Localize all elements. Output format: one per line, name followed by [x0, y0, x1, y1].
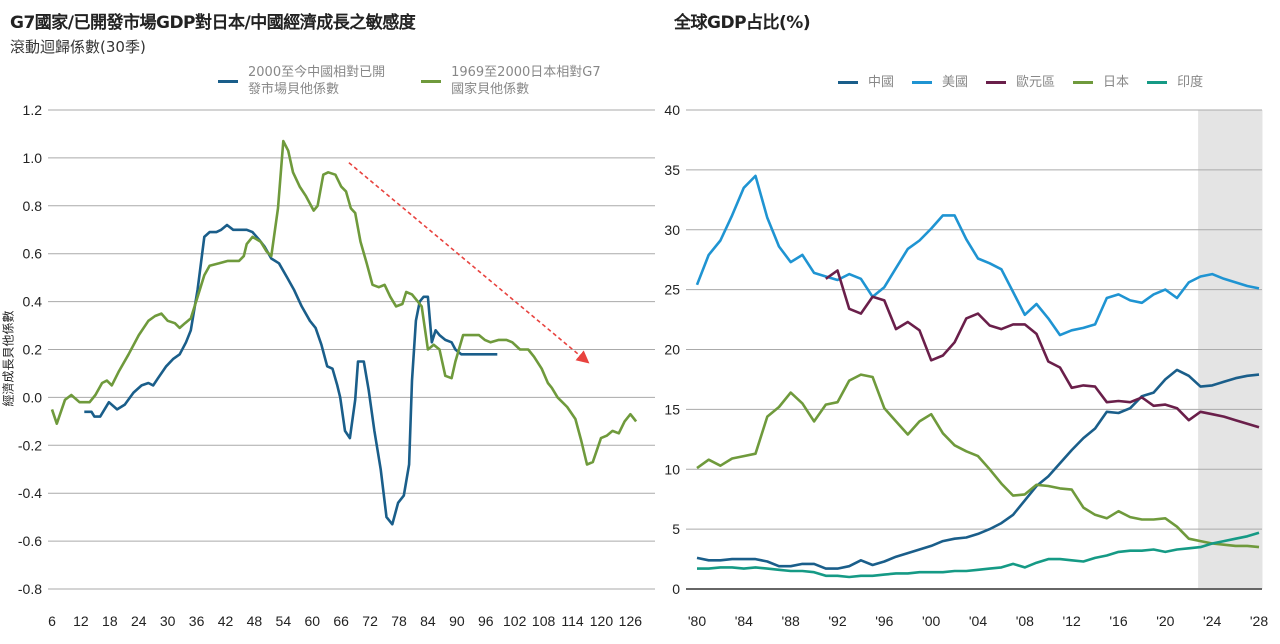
x-tick-label: '96 — [875, 613, 893, 629]
y-tick-label: 40 — [664, 102, 680, 118]
x-tick-label: '92 — [828, 613, 846, 629]
y-tick-label: 0.2 — [23, 342, 43, 358]
legend-item-japan-beta: 1969至2000日本相對G7 國家貝他係數 — [421, 64, 601, 98]
x-tick-label: '12 — [1063, 613, 1081, 629]
y-tick-label: -0.2 — [18, 437, 42, 453]
x-tick-label: 24 — [131, 613, 147, 629]
y-tick-label: 0.0 — [23, 389, 43, 405]
x-tick-label: 84 — [420, 613, 436, 629]
series-line-日本 — [696, 373, 1260, 549]
y-tick-label: 1.2 — [23, 102, 43, 118]
left-chart-subtitle: 滾動迴歸係數(30季) — [10, 38, 146, 56]
y-tick-label: 15 — [664, 401, 680, 417]
y-tick-label: 0 — [672, 581, 680, 597]
series-line-1969至2000日本相對G7國家貝他係數 — [50, 139, 638, 466]
x-tick-label: 60 — [304, 613, 320, 629]
legend-swatch — [986, 81, 1007, 84]
y-tick-label: 35 — [664, 162, 680, 178]
x-tick-label: '80 — [688, 613, 706, 629]
legend-item: 中國 — [838, 74, 894, 91]
y-tick-label: 20 — [664, 342, 680, 358]
x-tick-label: 102 — [503, 613, 527, 629]
x-tick-label: 96 — [478, 613, 494, 629]
legend-swatch — [838, 81, 858, 84]
x-tick-label: 12 — [73, 613, 89, 629]
series-line-美國 — [695, 174, 1260, 337]
x-tick-label: 66 — [333, 613, 349, 629]
x-tick-label: 72 — [362, 613, 378, 629]
x-tick-label: 126 — [619, 613, 643, 629]
legend-label: 美國 — [942, 75, 969, 90]
y-tick-label: 10 — [664, 461, 680, 477]
legend-item: 印度 — [1147, 74, 1203, 91]
legend-swatch — [1147, 81, 1168, 84]
x-tick-label: 18 — [102, 613, 118, 629]
y-tick-label: 0.4 — [23, 294, 43, 310]
x-tick-label: '00 — [922, 613, 940, 629]
legend-label: 1969至2000日本相對G7 國家貝他係數 — [451, 64, 601, 98]
legend-label: 印度 — [1177, 75, 1204, 90]
x-tick-label: 36 — [189, 613, 205, 629]
x-tick-label: '20 — [1156, 613, 1174, 629]
x-tick-label: 42 — [218, 613, 234, 629]
x-tick-label: 90 — [449, 613, 465, 629]
x-tick-label: 114 — [561, 613, 584, 629]
y-tick-label: 30 — [664, 222, 680, 238]
x-tick-label: 108 — [532, 613, 556, 629]
right-chart-title: 全球GDP占比(%) — [674, 13, 811, 33]
legend-item-china-beta: 2000至今中國相對已開 發市場貝他係數 — [218, 64, 385, 98]
legend-item: 美國 — [912, 74, 968, 91]
right-legend: 中國 美國 歐元區 日本 印度 — [838, 74, 1221, 91]
legend-label: 2000至今中國相對已開 發市場貝他係數 — [248, 64, 385, 98]
legend-swatch — [1073, 81, 1094, 84]
legend-item: 日本 — [1073, 74, 1129, 91]
legend-label: 日本 — [1103, 75, 1130, 90]
x-tick-label: '88 — [782, 613, 800, 629]
x-tick-label: 120 — [590, 613, 614, 629]
legend-label-line: 發市場貝他係數 — [248, 82, 340, 97]
x-tick-label: 78 — [391, 613, 407, 629]
legend-swatch — [421, 79, 442, 83]
legend-item: 歐元區 — [986, 74, 1055, 91]
y-tick-label: 0.8 — [23, 198, 43, 214]
x-tick-label: '08 — [1016, 613, 1034, 629]
series-line-2000至今中國相對已開發市場貝他係數 — [84, 223, 498, 526]
trend-arrow — [348, 162, 590, 364]
x-tick-label: 30 — [160, 613, 176, 629]
y-tick-label: -0.8 — [18, 581, 42, 597]
x-tick-label: '28 — [1250, 613, 1268, 629]
x-tick-label: 6 — [48, 613, 56, 629]
y-tick-label: 1.0 — [23, 150, 43, 166]
legend-label-line: 2000至今中國相對已開 — [248, 65, 386, 80]
y-tick-label: -0.6 — [18, 533, 42, 549]
y-tick-label: 25 — [664, 282, 680, 298]
series-line-中國 — [696, 368, 1260, 570]
y-tick-label: 5 — [672, 521, 680, 537]
x-tick-label: '16 — [1109, 613, 1127, 629]
legend-label-line: 國家貝他係數 — [451, 82, 530, 97]
x-tick-label: 54 — [276, 613, 292, 629]
x-tick-label: '04 — [969, 613, 987, 629]
series-line-歐元區 — [825, 269, 1260, 429]
x-tick-label: 48 — [247, 613, 263, 629]
left-chart-title: G7國家/已開發市場GDP對日本/中國經濟成長之敏感度 — [10, 13, 416, 33]
legend-label: 中國 — [868, 75, 895, 90]
legend-swatch — [218, 79, 238, 83]
legend-label: 歐元區 — [1016, 75, 1056, 90]
series-line-印度 — [697, 531, 1260, 579]
legend-swatch — [912, 81, 933, 84]
x-tick-label: '84 — [735, 613, 753, 629]
y-tick-label: -0.4 — [18, 485, 42, 501]
left-legend: 2000至今中國相對已開 發市場貝他係數 1969至2000日本相對G7 國家貝他係… — [218, 64, 619, 98]
y-tick-label: 0.6 — [23, 246, 43, 262]
legend-label-line: 1969至2000日本相對G7 — [451, 65, 601, 80]
x-tick-label: '24 — [1203, 613, 1221, 629]
